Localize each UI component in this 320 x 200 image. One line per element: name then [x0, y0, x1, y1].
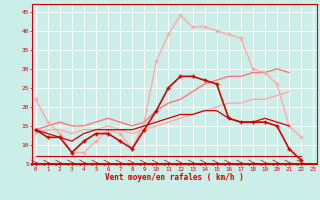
X-axis label: Vent moyen/en rafales ( km/h ): Vent moyen/en rafales ( km/h ): [105, 173, 244, 182]
